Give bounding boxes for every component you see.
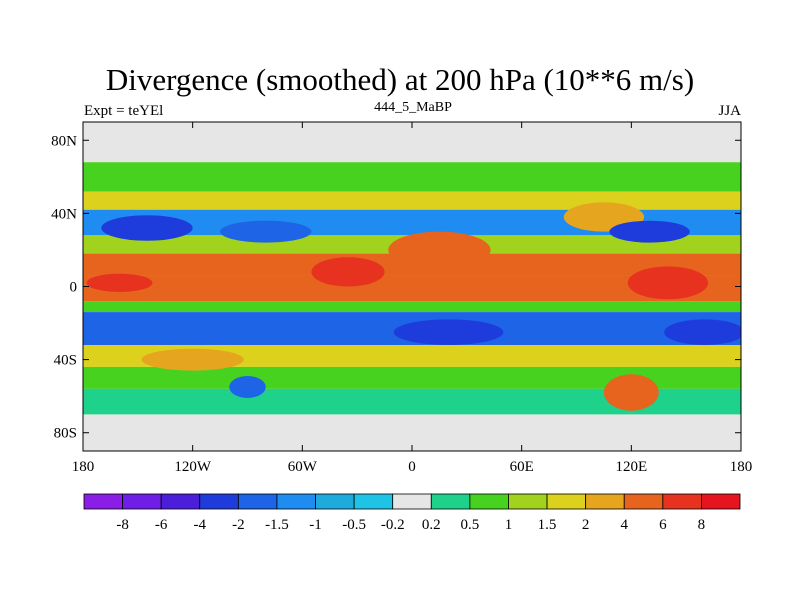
field-layer (83, 122, 741, 451)
colorbar-swatch (237, 493, 278, 510)
y-tick-label: 40N (51, 206, 77, 222)
colorbar-swatch (392, 493, 432, 510)
colorbar-label: 1.5 (538, 517, 557, 533)
divergence-band (83, 122, 741, 163)
colorbar-swatch (430, 493, 471, 510)
colorbar-label: -4 (194, 517, 207, 533)
colorbar-swatch (122, 493, 162, 510)
colorbar-label: -6 (155, 517, 168, 533)
season-label: JJA (718, 103, 741, 119)
divergence-band (83, 344, 741, 367)
colorbar-swatch (585, 493, 625, 510)
colorbar-swatch (469, 493, 509, 510)
colorbar-label: 4 (620, 517, 628, 533)
colorbar-swatch (83, 493, 123, 510)
colorbar-swatch (623, 493, 664, 510)
divergence-band (83, 162, 741, 192)
colorbar-label: 6 (659, 517, 667, 533)
divergence-cell (220, 220, 312, 243)
colorbar-label: 1 (505, 517, 513, 533)
colorbar-label: -1 (309, 517, 322, 533)
colorbar-label: -0.2 (381, 517, 405, 533)
colorbar-swatch (701, 493, 741, 510)
colorbar-swatch (353, 493, 394, 510)
divergence-cell (627, 266, 709, 300)
colorbar-label: -8 (116, 517, 129, 533)
divergence-band (83, 191, 741, 210)
y-tick-label: 40S (54, 353, 77, 369)
y-tick-label: 80S (54, 426, 77, 442)
colorbar-label: -2 (232, 517, 245, 533)
divergence-band (83, 301, 741, 313)
plot-title: Divergence (smoothed) at 200 hPa (10**6 … (105, 62, 695, 97)
run-label: 444_5_MaBP (374, 100, 452, 115)
colorbar-swatch (662, 493, 702, 510)
colorbar-swatch (508, 493, 548, 510)
x-tick-label: 180 (730, 459, 753, 475)
divergence-cell (141, 348, 244, 371)
x-tick-label: 120E (615, 459, 647, 475)
x-tick-label: 60E (510, 459, 534, 475)
colorbar-swatch (546, 493, 587, 510)
divergence-cell (388, 231, 491, 269)
x-tick-label: 180 (72, 459, 95, 475)
y-tick-label: 80N (51, 133, 77, 149)
colorbar-swatch (276, 493, 316, 510)
colorbar-swatch (160, 493, 201, 510)
x-tick-label: 60W (288, 459, 318, 475)
x-tick-label: 120W (174, 459, 212, 475)
colorbar-label: 0.2 (422, 517, 441, 533)
divergence-cell (609, 220, 690, 243)
experiment-label: Expt = teYEl (84, 103, 164, 119)
divergence-band (83, 414, 741, 451)
divergence-cell (101, 215, 193, 241)
x-tick-label: 0 (408, 459, 416, 475)
divergence-cell (229, 376, 266, 398)
colorbar-label: 0.5 (461, 517, 480, 533)
divergence-cell (393, 319, 504, 345)
y-tick-label: 0 (70, 280, 78, 296)
colorbar-label: 8 (698, 517, 706, 533)
divergence-cell (311, 257, 385, 287)
colorbar-swatch (315, 493, 355, 510)
colorbar-label: -0.5 (342, 517, 366, 533)
colorbar-swatch (199, 493, 239, 510)
divergence-cell (603, 374, 659, 411)
divergence-cell (664, 319, 741, 345)
divergence-cell (86, 273, 153, 292)
colorbar-label: 2 (582, 517, 590, 533)
colorbar-label: -1.5 (265, 517, 289, 533)
